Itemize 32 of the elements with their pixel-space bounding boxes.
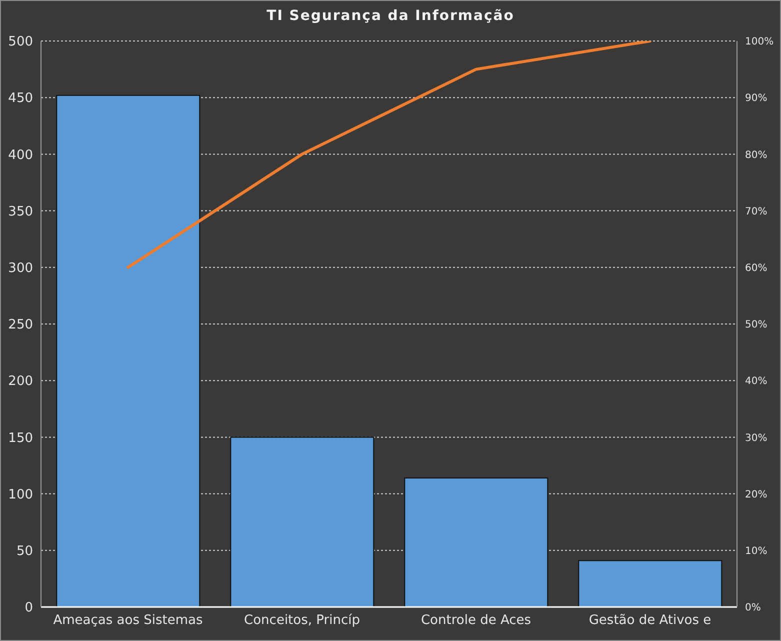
y-tick-label: 150 (8, 430, 33, 446)
bar (404, 477, 548, 607)
y2-tick-label: 70% (745, 206, 768, 218)
y2-tick-label: 60% (745, 262, 768, 274)
x-tick-label: Conceitos, Princíp (244, 613, 360, 628)
y-tick-label: 100 (8, 487, 33, 502)
bar (56, 94, 200, 607)
y-tick-label: 300 (8, 261, 33, 276)
x-tick-label: Ameaças aos Sistemas (53, 613, 203, 628)
bar (230, 436, 374, 607)
y2-tick-label: 90% (745, 93, 768, 104)
y-tick-label: 0 (24, 600, 33, 616)
y-tick-label: 400 (8, 148, 33, 163)
y2-tick-label: 30% (745, 432, 768, 444)
line-series (126, 41, 652, 269)
y2-tick-label: 50% (745, 320, 768, 331)
y2-tick-label: 20% (745, 489, 768, 500)
y2-tick-label: 40% (745, 376, 768, 388)
y2-tick-label: 10% (745, 546, 768, 557)
x-tick-label: Controle de Aces (420, 613, 532, 628)
y-tick-label: 500 (8, 34, 33, 50)
x-tick-label: Gestão de Ativos e (588, 613, 712, 628)
y-tick-label: 50 (16, 544, 33, 560)
bar (578, 560, 722, 607)
y2-tick-label: 100% (745, 36, 774, 48)
y2-tick-label: 80% (745, 150, 768, 161)
y-tick-label: 450 (8, 91, 33, 106)
y-tick-label: 200 (8, 374, 33, 390)
y2-tick-label: 0% (745, 602, 761, 614)
y-tick-label: 250 (8, 318, 33, 333)
chart-title: TI Segurança da Informação (266, 8, 516, 24)
y-tick-label: 350 (8, 204, 33, 220)
